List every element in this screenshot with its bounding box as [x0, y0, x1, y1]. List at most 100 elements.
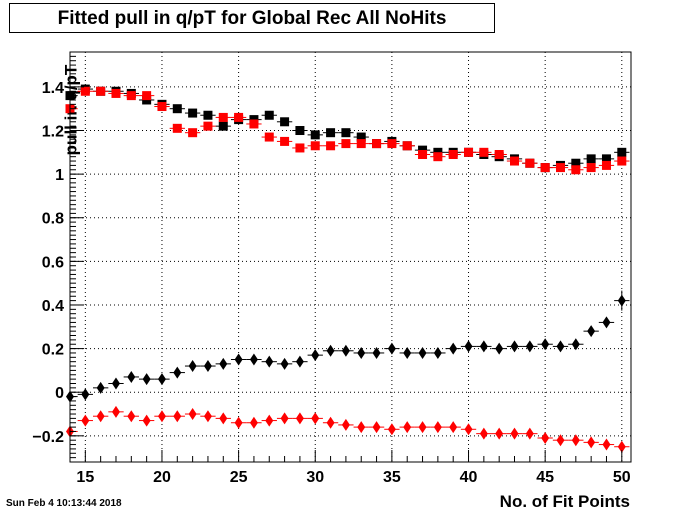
data-point	[510, 340, 519, 353]
data-point	[127, 370, 136, 383]
data-point	[356, 132, 366, 142]
data-point	[341, 344, 350, 357]
data-point	[556, 434, 565, 447]
data-point	[387, 139, 397, 149]
data-point	[617, 156, 627, 166]
data-point	[142, 91, 152, 101]
timestamp: Sun Feb 4 10:13:44 2018	[6, 498, 122, 509]
data-point	[479, 340, 488, 353]
data-point	[495, 427, 504, 440]
tick-labels: 15 20 25 30 35 40 45 50 −0.2 0 0.2 0.4 0.6 0.8 1 1.2 1.4	[32, 80, 630, 486]
data-point	[173, 366, 182, 379]
data-point	[403, 346, 412, 359]
data-point	[464, 340, 473, 353]
data-point	[403, 421, 412, 434]
data-point	[326, 416, 335, 429]
data-point	[203, 360, 212, 373]
data-point	[172, 104, 182, 114]
series-2	[65, 86, 630, 175]
data-point	[571, 165, 581, 175]
data-point	[188, 408, 197, 421]
data-point	[495, 342, 504, 355]
data-point	[541, 338, 550, 351]
data-point	[525, 427, 534, 440]
data-point	[326, 128, 336, 138]
data-point	[387, 423, 396, 436]
data-point	[157, 410, 166, 423]
data-point	[571, 434, 580, 447]
data-point	[341, 128, 351, 138]
data-point	[464, 147, 474, 157]
data-point	[571, 158, 581, 168]
data-point	[418, 150, 428, 159]
x-tick-label: 45	[536, 469, 554, 486]
x-tick-label: 50	[613, 469, 631, 486]
data-point	[81, 388, 90, 401]
data-point	[203, 410, 212, 423]
data-point	[571, 338, 580, 351]
data-point	[449, 342, 458, 355]
data-point	[265, 414, 274, 427]
data-point	[372, 139, 382, 149]
x-tick-label: 15	[76, 469, 94, 486]
data-point	[587, 436, 596, 449]
data-point	[357, 421, 366, 434]
data-point	[433, 421, 442, 434]
data-point	[479, 427, 488, 440]
data-point	[540, 163, 550, 173]
data-point	[464, 423, 473, 436]
data-point	[372, 346, 381, 359]
grid	[70, 52, 631, 462]
data-point	[418, 421, 427, 434]
data-point	[96, 410, 105, 423]
data-point	[127, 410, 136, 423]
data-point	[310, 130, 320, 140]
y-tick-label: 0.6	[42, 254, 64, 271]
y-tick-label: 0.4	[42, 298, 64, 315]
x-axis-label: No. of Fit Points	[499, 492, 630, 511]
data-point	[510, 427, 519, 440]
data-point	[249, 416, 258, 429]
data-point	[341, 139, 351, 149]
data-point	[326, 141, 336, 151]
series-4	[66, 405, 630, 453]
data-point	[173, 410, 182, 423]
data-point	[295, 355, 304, 368]
chart-title: Fitted pull in q/pT for Global Rec All N…	[57, 8, 447, 29]
x-tick-label: 35	[383, 469, 401, 486]
data-point	[219, 357, 228, 370]
data-point	[203, 121, 213, 131]
data-point	[311, 349, 320, 362]
data-point	[402, 141, 412, 151]
y-tick-label: −0.2	[32, 429, 64, 446]
x-tick-label: 20	[153, 469, 171, 486]
data-point	[311, 412, 320, 425]
data-point	[525, 158, 535, 168]
data-point	[617, 294, 626, 307]
data-point	[387, 342, 396, 355]
data-point	[510, 156, 520, 166]
data-point	[280, 117, 290, 127]
y-tick-label: 1	[55, 167, 64, 184]
data-point	[341, 418, 350, 431]
data-point	[111, 405, 120, 418]
data-point	[418, 346, 427, 359]
data-point	[601, 160, 611, 170]
data-point	[541, 432, 550, 445]
x-tick-label: 40	[460, 469, 478, 486]
data-point	[218, 121, 228, 131]
data-point	[326, 344, 335, 357]
data-point	[295, 126, 305, 136]
data-point	[264, 132, 274, 142]
data-point	[295, 412, 304, 425]
data-point	[111, 377, 120, 390]
data-point	[433, 346, 442, 359]
data-point	[142, 414, 151, 427]
data-point	[433, 152, 443, 162]
data-point	[601, 154, 611, 164]
data-point	[280, 412, 289, 425]
axis-ticks	[69, 51, 623, 463]
data-point	[555, 163, 565, 173]
data-point	[617, 147, 627, 157]
